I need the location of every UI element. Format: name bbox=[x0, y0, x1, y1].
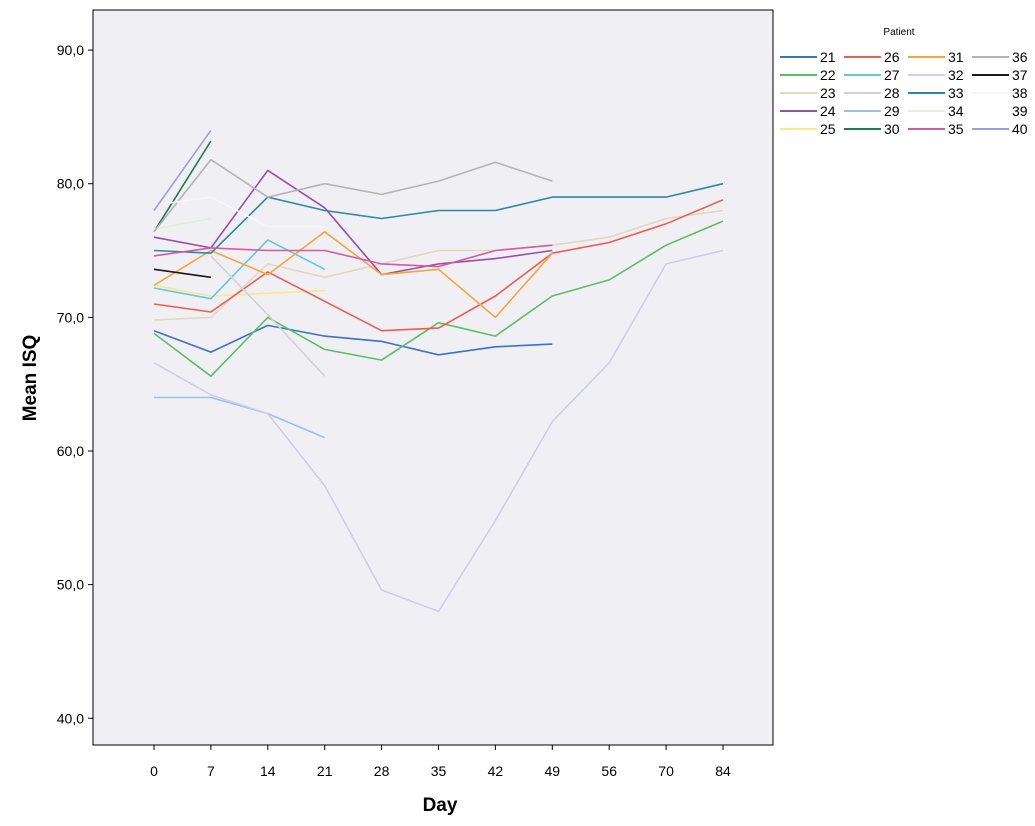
y-tick-label: 40,0 bbox=[57, 710, 84, 726]
x-axis: 0 7 14 21 28 35 42 49 56 70 84 bbox=[150, 745, 731, 779]
series-line-patient-26 bbox=[153, 199, 724, 332]
legend-label-patient-24: 24 bbox=[820, 103, 836, 119]
legend-label-patient-26: 26 bbox=[884, 49, 900, 65]
legend-label-patient-25: 25 bbox=[820, 121, 836, 137]
legend-label-patient-35: 35 bbox=[948, 121, 964, 137]
series-line-patient-25 bbox=[153, 284, 325, 297]
series-line-patient-36 bbox=[153, 158, 553, 233]
x-tick-label: 84 bbox=[715, 763, 731, 779]
y-axis: 40,0 50,0 60,0 70,0 80,0 90,0 bbox=[57, 42, 93, 726]
legend-title: Patient bbox=[883, 27, 914, 38]
series-line-patient-21 bbox=[153, 324, 553, 356]
legend-label-patient-37: 37 bbox=[1012, 67, 1028, 83]
y-tick-label: 80,0 bbox=[57, 176, 84, 192]
legend-label-patient-38: 38 bbox=[1012, 85, 1028, 101]
series-line-patient-38 bbox=[153, 196, 325, 228]
y-axis-label: Mean ISQ bbox=[20, 335, 41, 422]
x-tick-label: 35 bbox=[431, 763, 447, 779]
series-line-patient-28 bbox=[210, 255, 326, 377]
legend-label-patient-31: 31 bbox=[948, 49, 964, 65]
series-line-patient-37 bbox=[153, 268, 212, 279]
legend-label-patient-32: 32 bbox=[948, 67, 964, 83]
x-tick-label: 56 bbox=[601, 763, 617, 779]
x-tick-label: 28 bbox=[374, 763, 390, 779]
legend: Patient 21 22 23 24 25 26 27 28 29 30 31 32 33 34 35 36… bbox=[780, 27, 1028, 137]
series-line-patient-29 bbox=[154, 396, 326, 439]
series-line-patient-30 bbox=[153, 140, 212, 233]
series-line-patient-23 bbox=[153, 209, 724, 321]
legend-label-patient-21: 21 bbox=[820, 49, 836, 65]
legend-label-patient-36: 36 bbox=[1012, 49, 1028, 65]
y-tick-label: 60,0 bbox=[57, 443, 84, 459]
legend-label-patient-34: 34 bbox=[948, 103, 964, 119]
legend-label-patient-29: 29 bbox=[884, 103, 900, 119]
legend-label-patient-30: 30 bbox=[884, 121, 900, 137]
x-axis-label: Day bbox=[423, 795, 458, 816]
series-line-patient-34 bbox=[153, 217, 212, 230]
y-tick-label: 50,0 bbox=[57, 577, 84, 593]
series-line-patient-27 bbox=[153, 239, 326, 300]
x-tick-label: 42 bbox=[488, 763, 504, 779]
y-tick-label: 90,0 bbox=[57, 42, 84, 58]
series-line-patient-32 bbox=[153, 249, 724, 613]
legend-label-patient-33: 33 bbox=[948, 85, 964, 101]
series-line-patient-22 bbox=[153, 220, 724, 378]
plot-area bbox=[92, 9, 774, 746]
legend-label-patient-28: 28 bbox=[884, 85, 900, 101]
y-tick-label: 70,0 bbox=[57, 309, 84, 325]
series-lines bbox=[153, 129, 724, 613]
x-tick-label: 70 bbox=[658, 763, 674, 779]
x-tick-label: 49 bbox=[545, 763, 561, 779]
x-tick-label: 0 bbox=[150, 763, 158, 779]
legend-label-patient-22: 22 bbox=[820, 67, 836, 83]
series-line-patient-40 bbox=[153, 129, 212, 211]
legend-label-patient-39: 39 bbox=[1012, 103, 1028, 119]
series-line-patient-24 bbox=[153, 169, 553, 276]
legend-label-patient-27: 27 bbox=[884, 67, 900, 83]
series-line-patient-31 bbox=[153, 231, 553, 319]
legend-label-patient-23: 23 bbox=[820, 85, 836, 101]
x-tick-label: 14 bbox=[260, 763, 276, 779]
legend-label-patient-40: 40 bbox=[1012, 121, 1028, 137]
series-line-patient-35 bbox=[153, 244, 553, 268]
x-tick-label: 21 bbox=[317, 763, 333, 779]
x-tick-label: 7 bbox=[207, 763, 215, 779]
